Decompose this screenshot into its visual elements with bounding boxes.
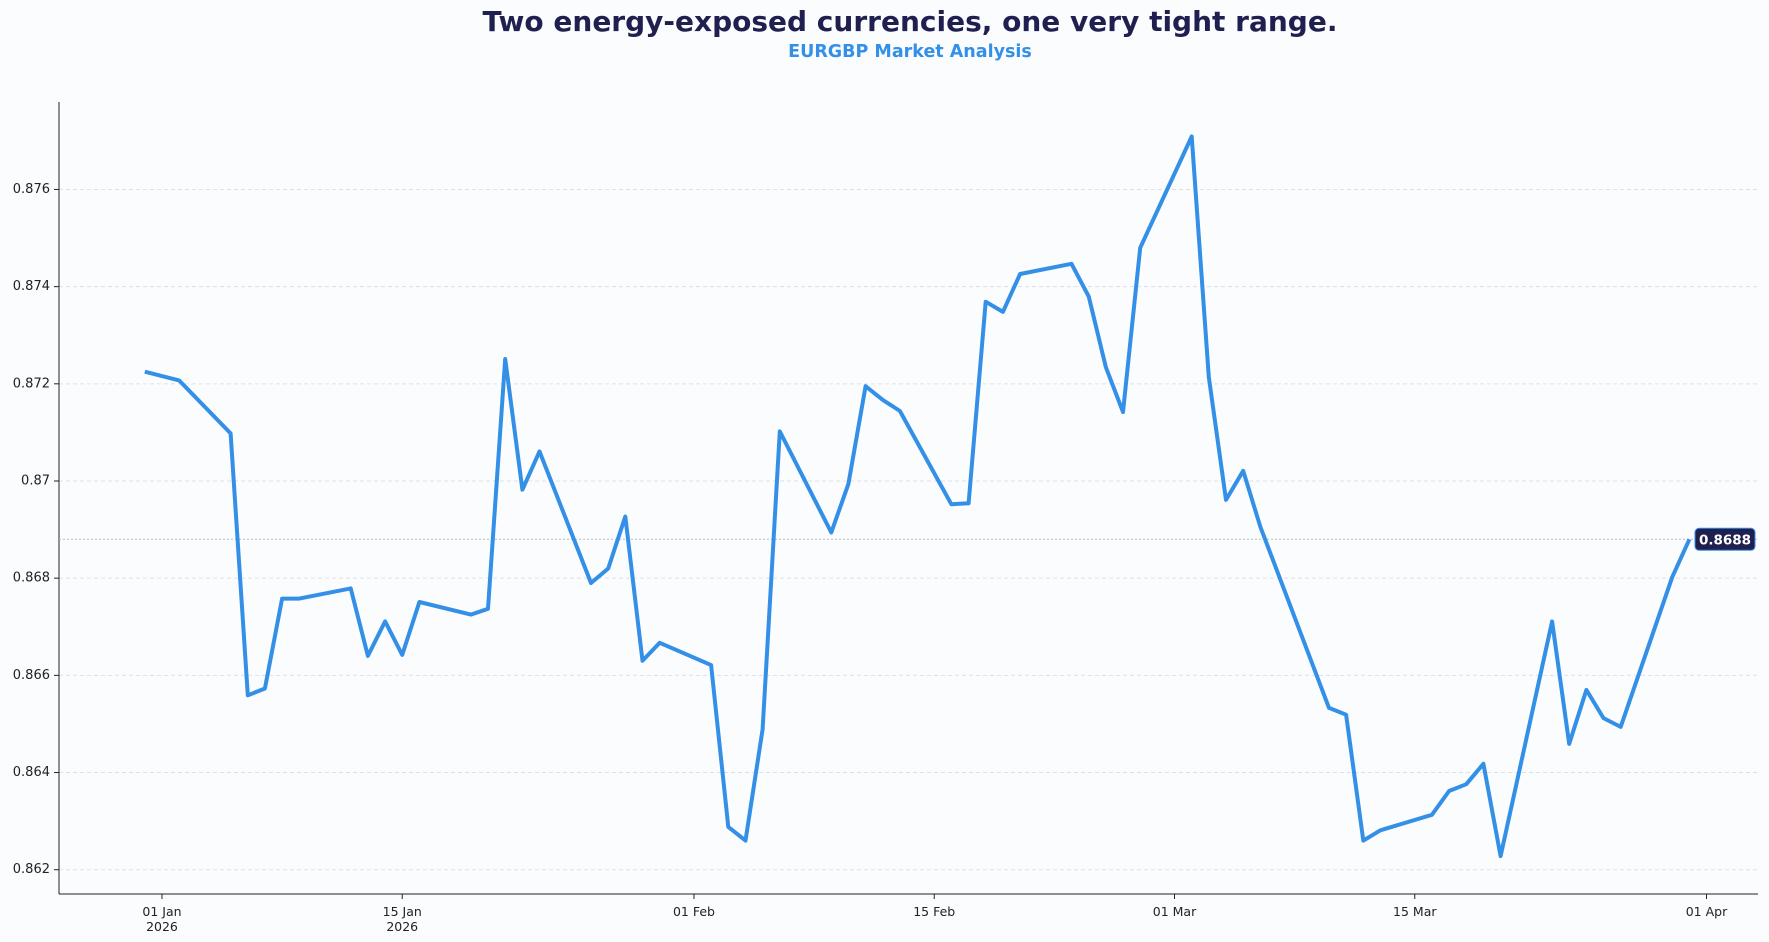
y-tick-label: 0.868 [13,571,50,586]
y-tick-label: 0.872 [13,376,50,391]
x-tick-label: 01 Mar [1152,904,1197,919]
x-tick-label: 01 Apr [1685,904,1728,919]
chart-title: Two energy-exposed currencies, one very … [483,5,1338,38]
y-tick-label: 0.876 [13,182,50,197]
series-line [144,134,1692,859]
x-tick-label: 01 Jan 2026 [142,904,182,934]
x-tick-label: 15 Feb [913,904,956,919]
x-tick-label: 01 Feb [672,904,715,919]
last-value-badge [1694,527,1756,551]
y-tick-label: 0.862 [13,862,50,877]
y-tick-label: 0.866 [13,668,50,683]
x-tick-label: 15 Jan 2026 [382,904,422,934]
chart-subtitle: EURGBP Market Analysis [788,42,1032,62]
y-tick-label: 0.864 [13,765,50,780]
y-tick-label: 0.874 [13,279,50,294]
y-tick-label: 0.87 [21,473,50,488]
x-tick-label: 15 Mar [1393,904,1437,919]
last-value-label: 0.8688 [1699,532,1751,548]
